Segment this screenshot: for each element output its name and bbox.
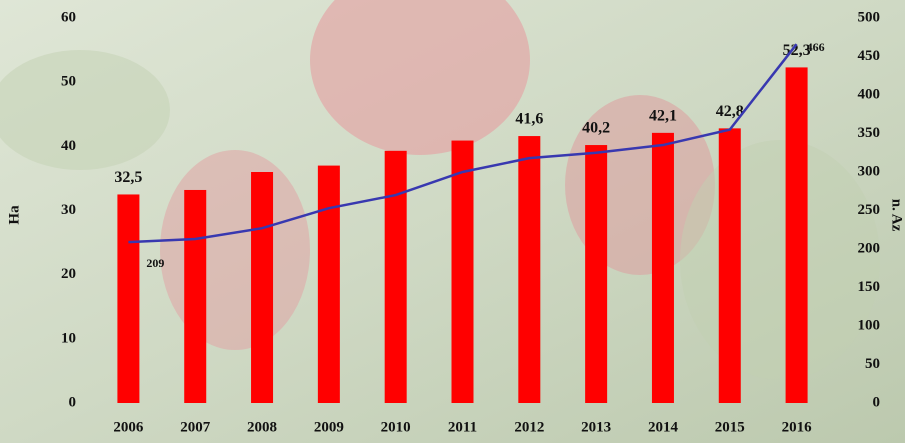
line-label: 209: [146, 256, 164, 270]
y-tick-label: 30: [61, 202, 76, 218]
line-label: 466: [807, 40, 825, 54]
y2-tick-label: 200: [858, 240, 881, 256]
y-axis-label: Ha: [6, 205, 22, 225]
x-tick-label: 2016: [782, 419, 813, 435]
bar: [317, 165, 340, 403]
y2-tick-label: 50: [865, 356, 880, 372]
x-tick-label: 2007: [180, 419, 211, 435]
y2-tick-label: 400: [858, 86, 881, 102]
x-tick-label: 2006: [113, 419, 144, 435]
leaf: [0, 50, 170, 170]
y2-tick-label: 250: [858, 202, 881, 218]
leaf: [680, 140, 880, 380]
bar: [785, 67, 808, 404]
bar: [184, 189, 207, 403]
raspberry: [160, 150, 310, 350]
x-tick-label: 2010: [381, 419, 411, 435]
bar: [384, 150, 407, 403]
bar: [718, 128, 741, 403]
y-tick-label: 60: [61, 9, 76, 25]
data-label: 42,1: [649, 108, 677, 125]
y2-tick-label: 100: [858, 317, 881, 333]
y-tick-label: 40: [61, 138, 76, 154]
bar: [651, 132, 674, 403]
x-tick-label: 2012: [514, 419, 544, 435]
y2-tick-label: 150: [858, 279, 881, 295]
x-tick-label: 2011: [448, 419, 477, 435]
y2-tick-label: 500: [858, 9, 881, 25]
line: [128, 43, 798, 244]
y2-tick-label: 0: [873, 394, 881, 410]
bar: [518, 136, 541, 404]
y2-tick-label: 450: [858, 48, 881, 64]
x-tick-label: 2014: [648, 419, 679, 435]
y2-axis-label: n. Az: [889, 199, 905, 232]
bar: [451, 140, 474, 403]
data-label: 41,6: [515, 111, 543, 128]
x-tick-label: 2013: [581, 419, 611, 435]
data-label: 32,5: [114, 169, 142, 186]
bar: [117, 194, 140, 403]
y-tick-label: 20: [61, 266, 76, 282]
y2-tick-label: 300: [858, 163, 881, 179]
y-tick-label: 0: [69, 394, 77, 410]
raspberry: [310, 0, 530, 155]
y-tick-label: 10: [61, 330, 76, 346]
bar: [585, 145, 608, 404]
data-label: 42,8: [716, 103, 744, 120]
x-tick-label: 2015: [715, 419, 745, 435]
x-tick-label: 2008: [247, 419, 277, 435]
data-label: 40,2: [582, 120, 610, 137]
bar: [251, 172, 274, 403]
y2-tick-label: 350: [858, 125, 881, 141]
x-tick-label: 2009: [314, 419, 344, 435]
y-tick-label: 50: [61, 74, 76, 90]
